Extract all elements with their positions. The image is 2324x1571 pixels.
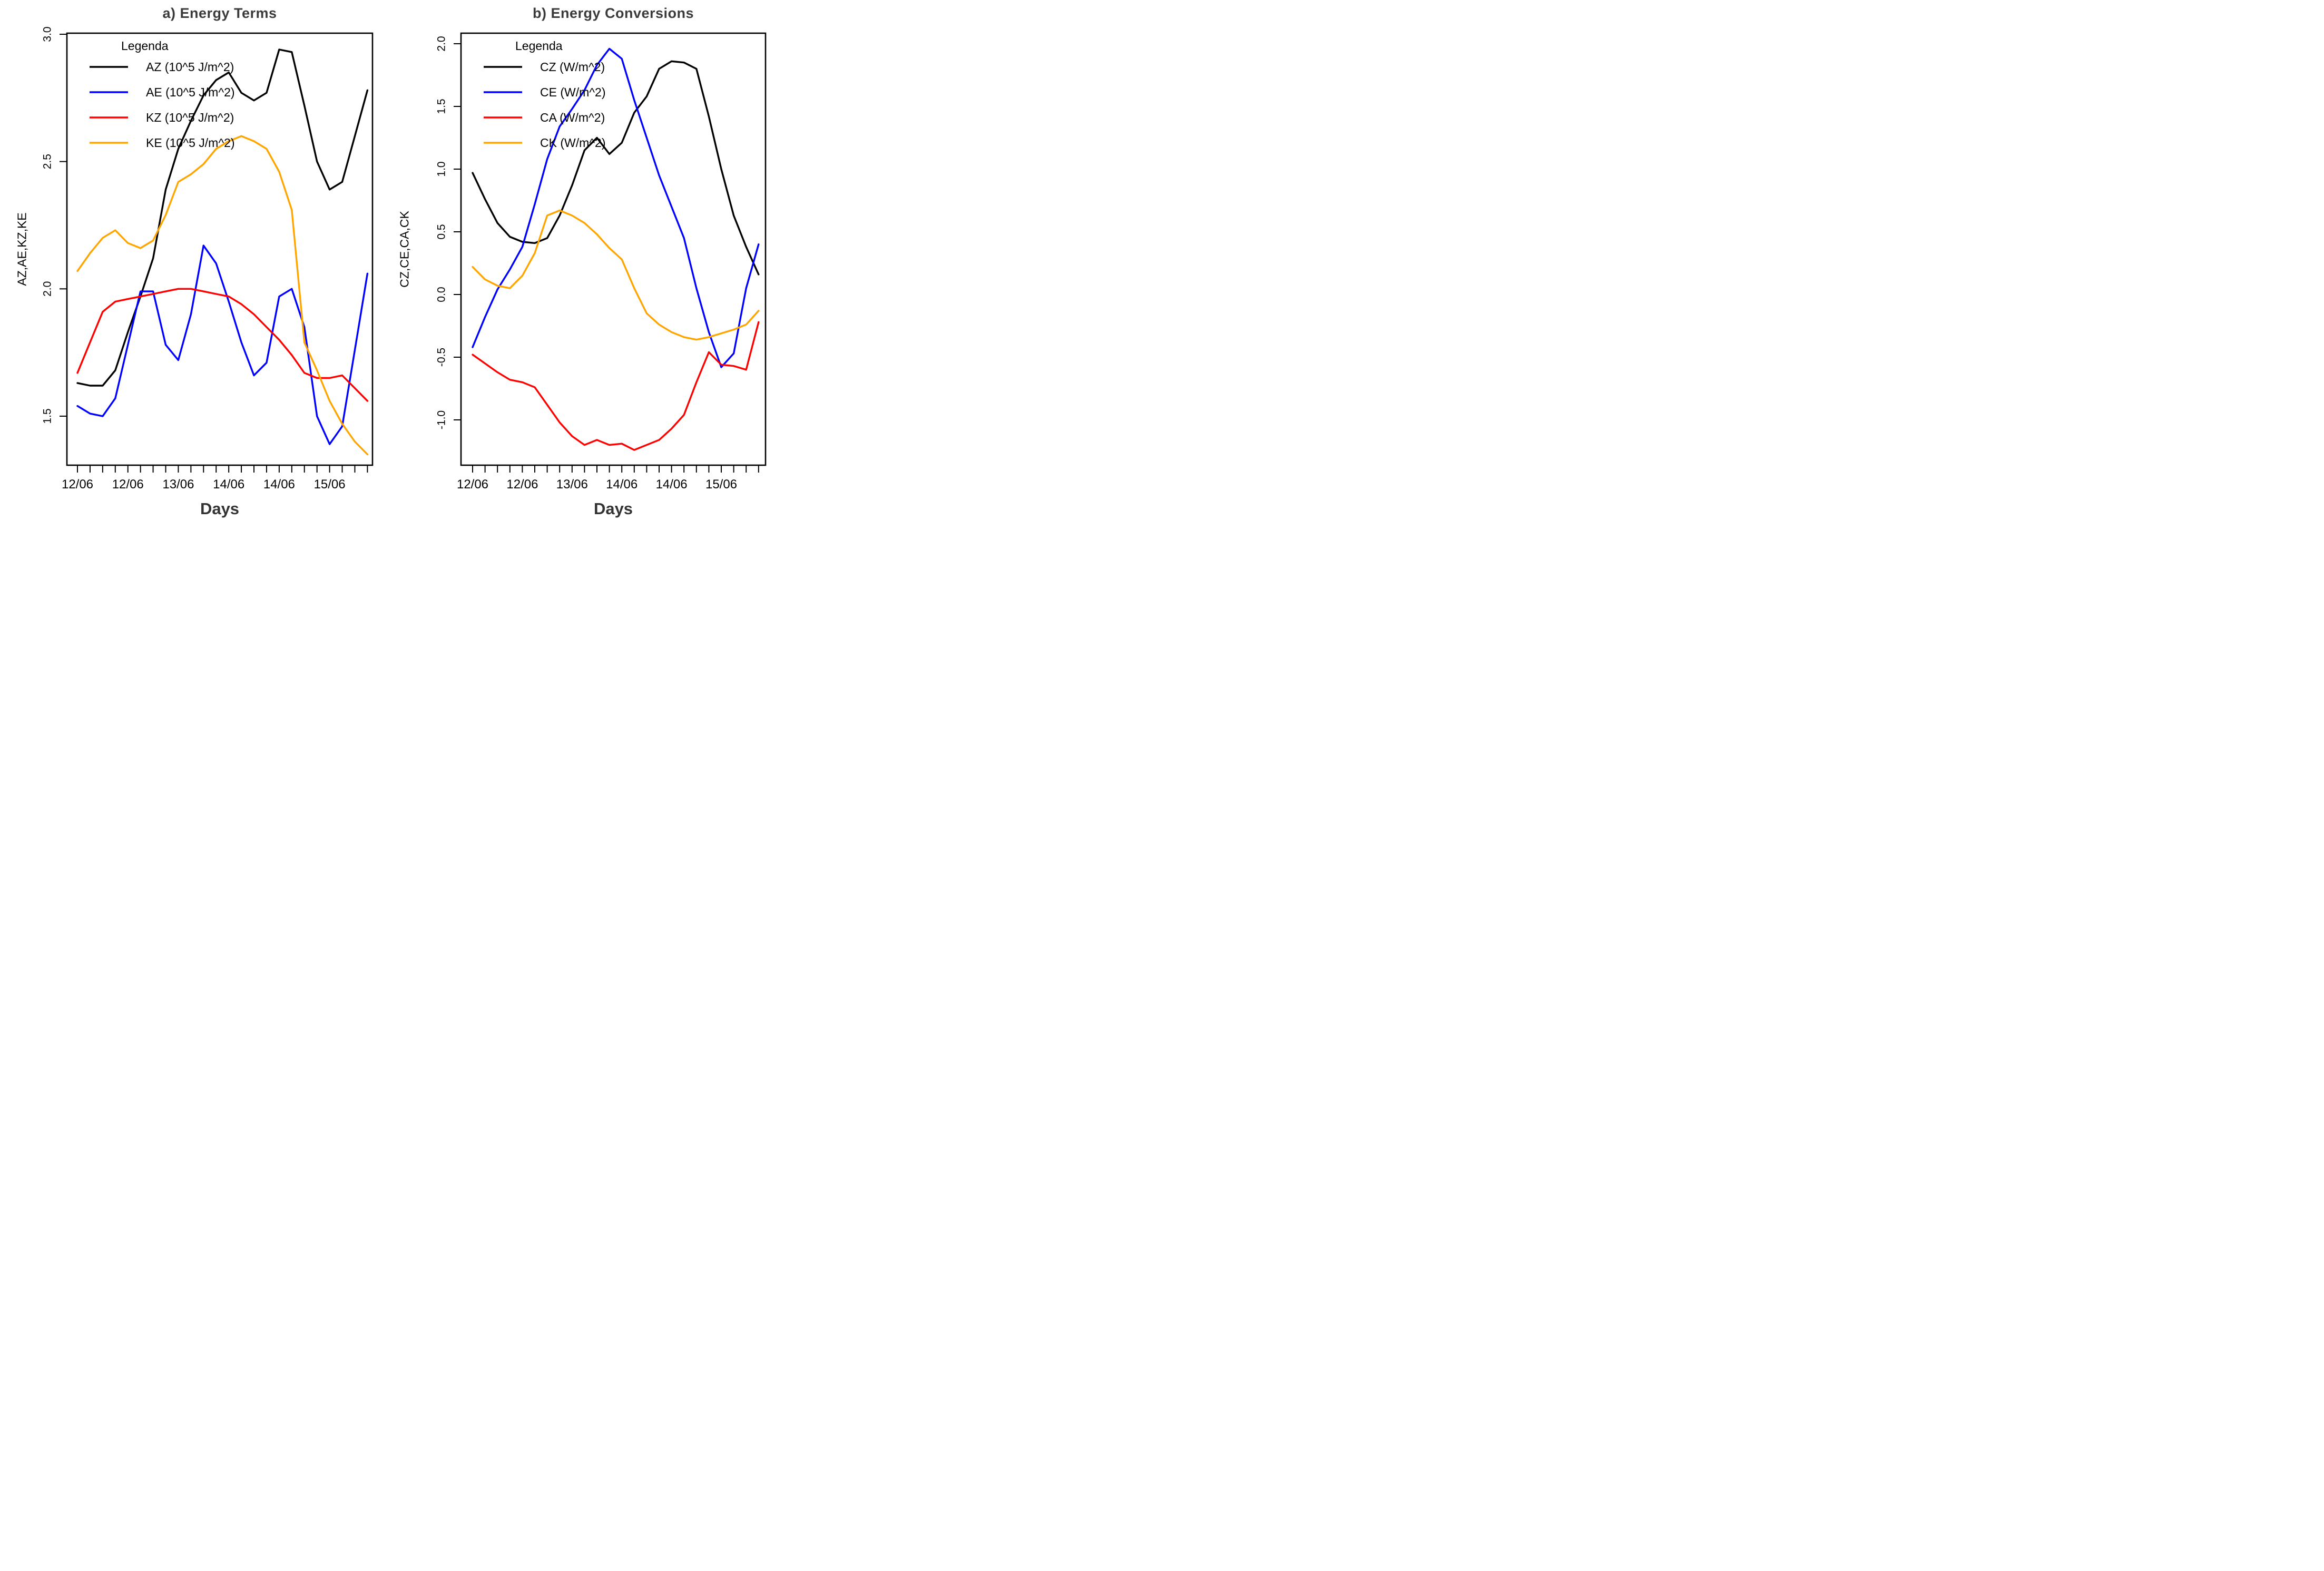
y-tick-label: 1.0 [436, 161, 448, 176]
series-line-CA [472, 321, 760, 451]
y-tick-label: 3.0 [42, 26, 54, 42]
series-line-CE [472, 47, 760, 368]
series-line-CZ [472, 60, 760, 276]
legend-label-CA: CA (W/m^2) [540, 111, 605, 124]
y-tick-label: 2.5 [42, 154, 54, 169]
x-tick-label: 14/06 [656, 477, 688, 492]
y-tick-label: 1.5 [436, 99, 448, 114]
legend-label-AZ: AZ (10^5 J/m^2) [146, 60, 234, 74]
series-line-AZ [76, 48, 369, 387]
figure-canvas: a) Energy Terms AZ,AE,KZ,KE 3.0 2.5 2.0 1.5… [0, 0, 774, 524]
x-tick-label: 12/06 [506, 477, 538, 492]
plot-area-b: 2.0 1.5 1.0 0.5 0.0 -0.5 -1.0 12/06 12/06 13/06 14… [436, 32, 767, 492]
series-line-KZ [76, 288, 369, 402]
x-tick-label: 15/06 [314, 477, 346, 492]
legend-label-CE: CE (W/m^2) [540, 85, 606, 99]
x-tick-label: 15/06 [705, 477, 737, 492]
legend-label-CK: CK (W/m^2) [540, 136, 606, 150]
plot-border [66, 32, 374, 466]
x-tick-label: 12/06 [112, 477, 144, 492]
plot-border [460, 32, 767, 466]
legend-label-KE: KE (10^5 J/m^2) [146, 136, 235, 150]
x-axis-label-a: Days [200, 499, 240, 518]
x-tick-label: 12/06 [62, 477, 93, 492]
panel-energy-conversions: b) Energy Conversions CZ,CE,CA,CK 2.0 1.5… [387, 0, 774, 524]
y-tick-label: -0.5 [436, 348, 448, 367]
chart-title-a: a) Energy Terms [162, 5, 277, 21]
y-tick-label: -1.0 [436, 410, 448, 429]
series-line-AE [76, 244, 369, 445]
series-line-CK [472, 209, 760, 341]
x-tick-label: 13/06 [162, 477, 194, 492]
y-tick-label: 1.5 [42, 408, 54, 424]
legend-label-CZ: CZ (W/m^2) [540, 60, 605, 74]
x-tick-label: 14/06 [213, 477, 244, 492]
x-tick-label: 13/06 [556, 477, 588, 492]
series-line-KE [76, 135, 369, 456]
y-tick-label: 2.0 [436, 36, 448, 51]
plot-area-a: 3.0 2.5 2.0 1.5 12/06 12/06 13/06 14/06 14/06 15/… [42, 26, 374, 492]
y-tick-label: 0.0 [436, 287, 448, 302]
x-tick-label: 12/06 [457, 477, 488, 492]
chart-title-b: b) Energy Conversions [532, 5, 694, 21]
legend-title: Legenda [515, 39, 563, 53]
legend-title: Legenda [121, 39, 169, 53]
x-tick-label: 14/06 [263, 477, 295, 492]
y-tick-label: 0.5 [436, 224, 448, 239]
legend-label-AE: AE (10^5 J/m^2) [146, 85, 235, 99]
x-axis-label-b: Days [593, 499, 633, 518]
panel-energy-terms: a) Energy Terms AZ,AE,KZ,KE 3.0 2.5 2.0 1.5… [0, 0, 387, 524]
x-tick-label: 14/06 [606, 477, 638, 492]
legend-label-KZ: KZ (10^5 J/m^2) [146, 111, 234, 124]
y-tick-label: 2.0 [42, 281, 54, 297]
